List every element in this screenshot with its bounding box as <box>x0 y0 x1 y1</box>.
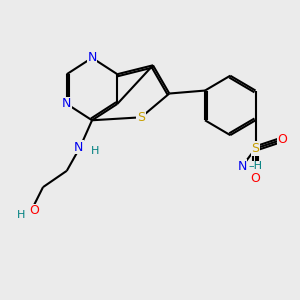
Text: N: N <box>62 98 71 110</box>
Text: O: O <box>277 133 287 146</box>
Text: S: S <box>251 142 260 155</box>
Text: N: N <box>87 51 97 64</box>
Text: N: N <box>74 140 83 154</box>
Text: N: N <box>238 160 247 173</box>
Text: S: S <box>137 111 145 124</box>
Text: H: H <box>91 146 99 156</box>
Text: O: O <box>29 204 39 218</box>
Text: O: O <box>250 172 260 185</box>
Text: –H: –H <box>248 161 262 171</box>
Text: H: H <box>16 210 25 220</box>
